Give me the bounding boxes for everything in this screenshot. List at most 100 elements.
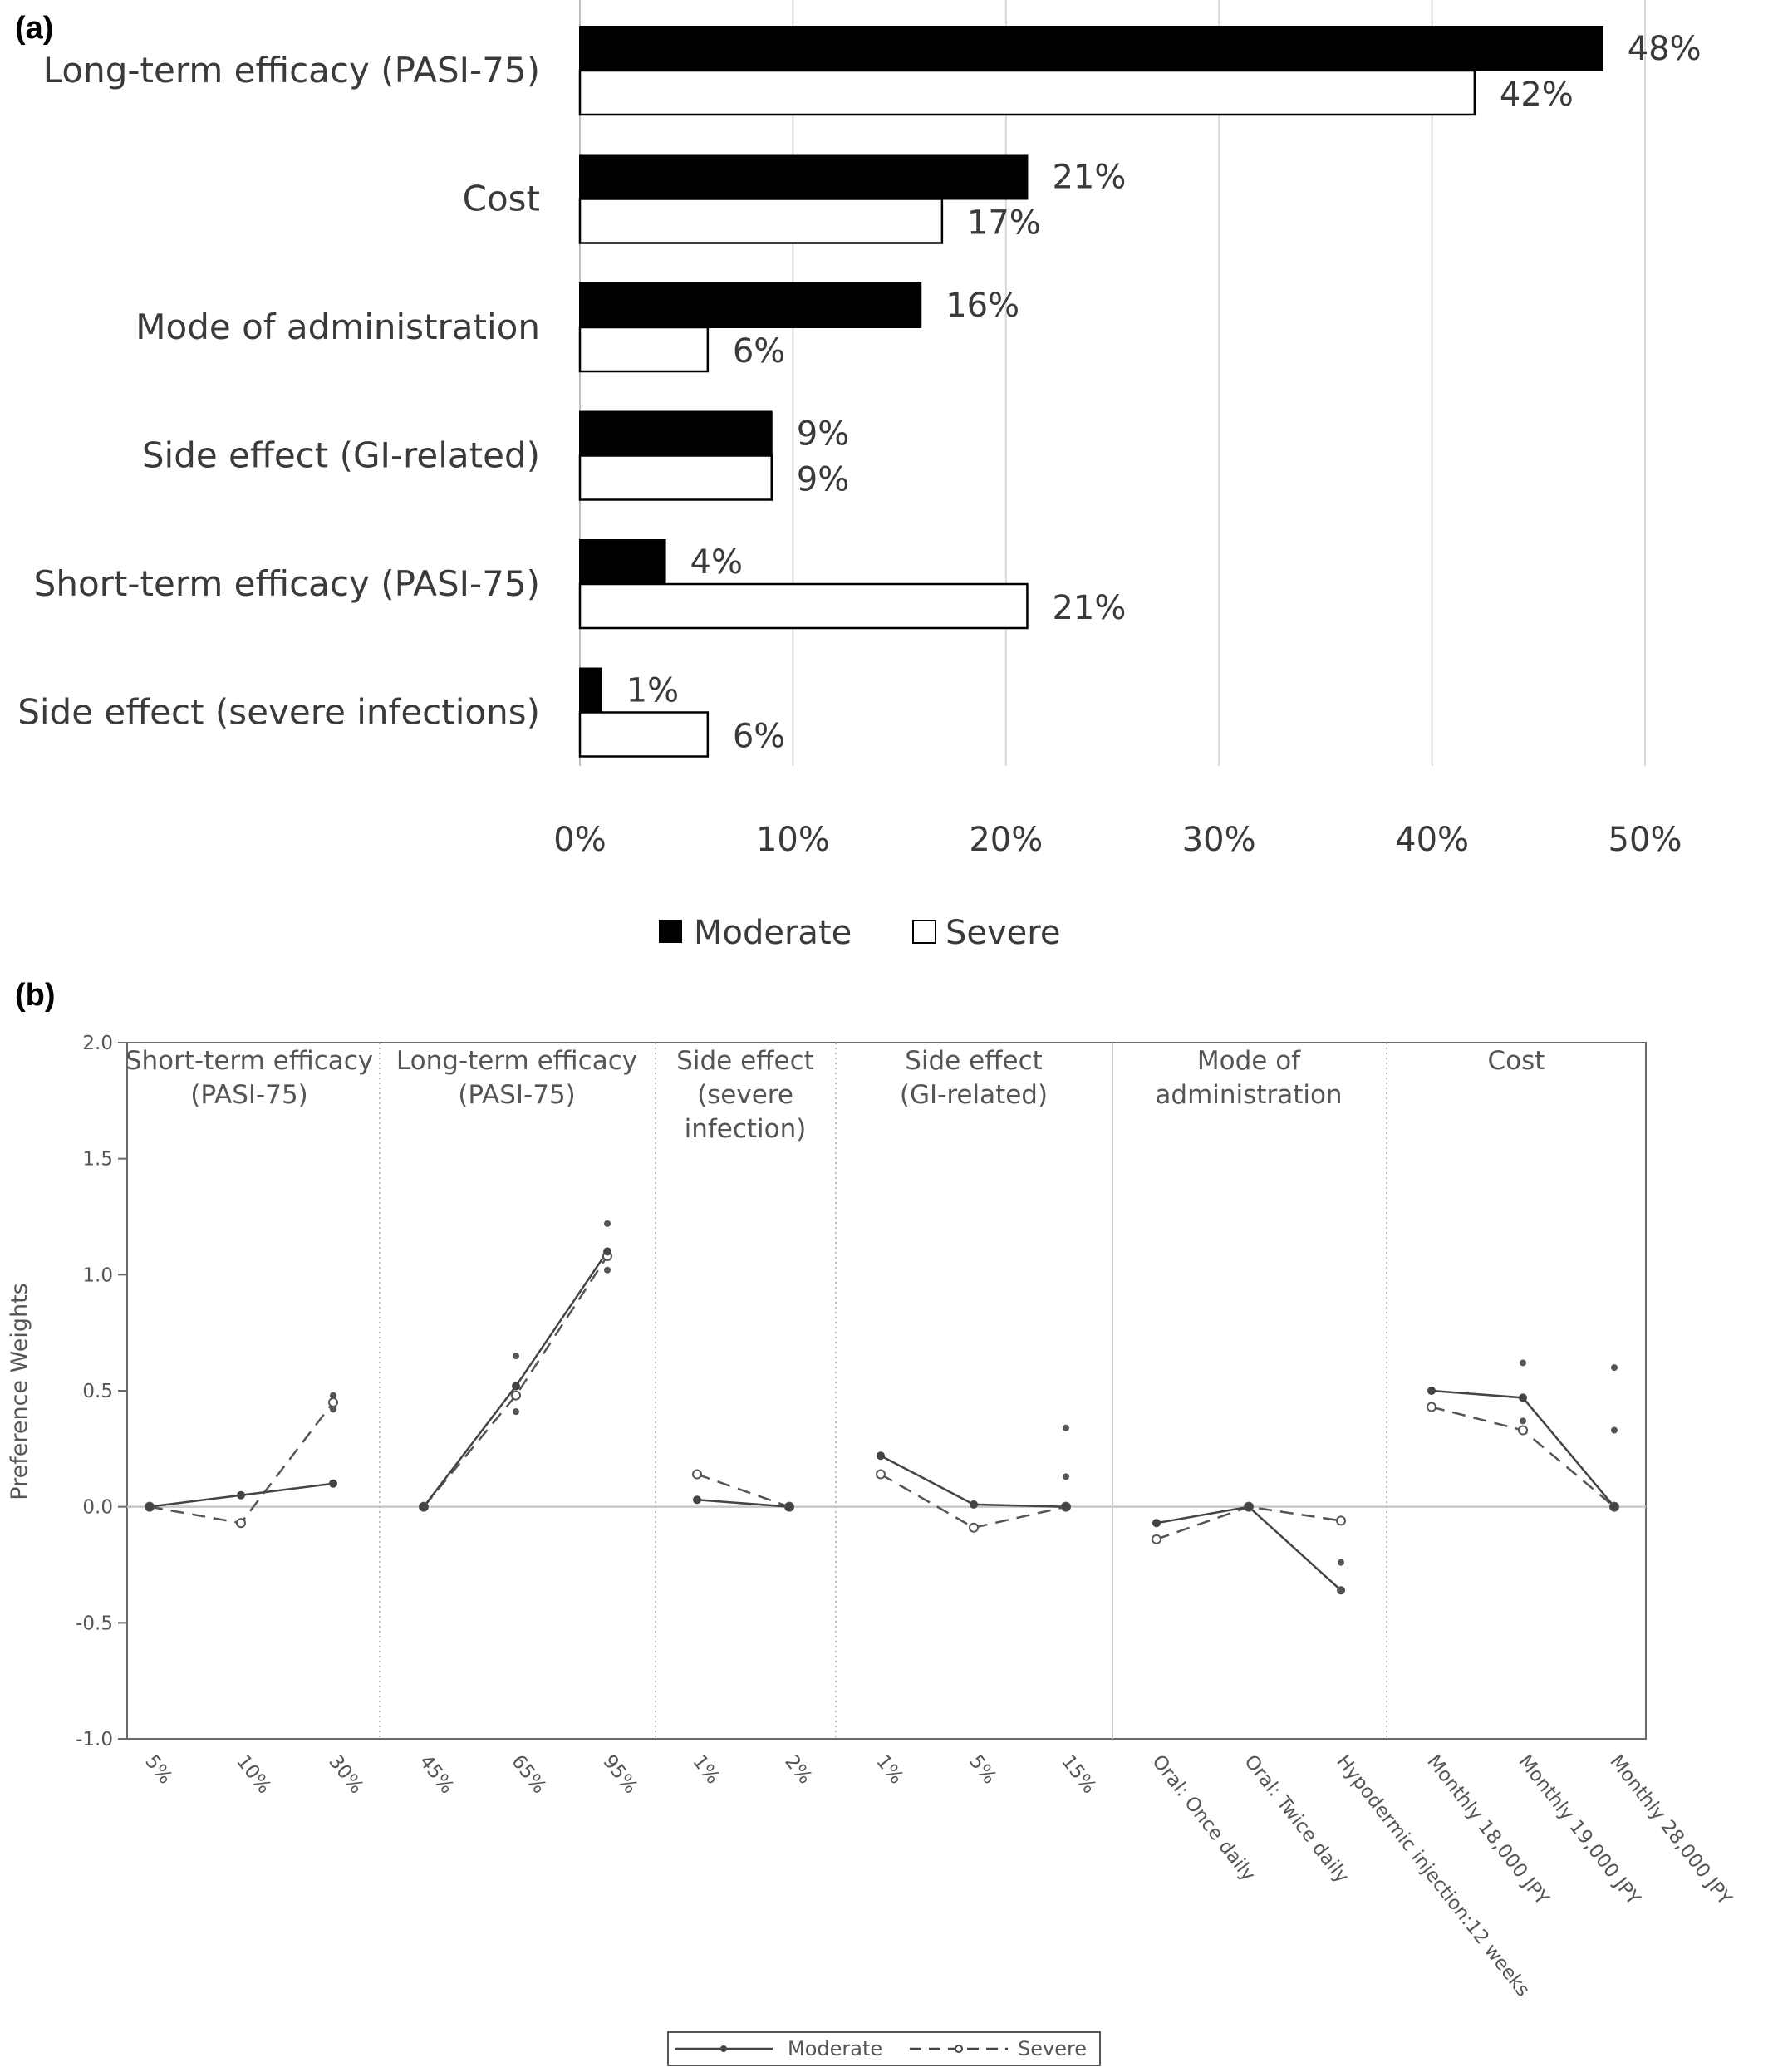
severe-series-line — [423, 1255, 609, 1508]
legend-moderate-marker — [720, 2045, 727, 2052]
legend-severe-label: Severe — [945, 914, 1060, 952]
panel-a-bar-chart: (a) 48% 42% 21% 17% 16% 6% 9% 9% 4% 21% 1% 6% Long-… — [15, 0, 1702, 952]
category-label: Side effect (severe infections) — [17, 692, 540, 733]
y-tick-label: -0.5 — [76, 1613, 113, 1634]
ci-marker — [1520, 1359, 1526, 1367]
ci-marker — [1520, 1417, 1526, 1425]
panel-b-x-tick-labels: 5% 10% 30% 45% 65% 95% 1% 2% 1% 5% 15% Oral: Once d… — [140, 1751, 1736, 2001]
panel-b-y-axis-label: Preference Weights — [7, 1283, 32, 1500]
x-tick-label: Hypodermic injection:12 weeks — [1332, 1751, 1534, 2001]
x-tick-label: 30% — [1182, 821, 1256, 859]
moderate-series-line — [880, 1455, 1067, 1508]
ci-marker — [1611, 1426, 1618, 1434]
x-tick-label: 30% — [324, 1751, 367, 1798]
severe-point — [692, 1469, 702, 1480]
data-label-moderate: 48% — [1628, 30, 1702, 68]
moderate-point — [512, 1382, 520, 1391]
severe-point — [1427, 1402, 1436, 1412]
data-label-moderate: 1% — [626, 672, 679, 710]
group-title: Side effect — [676, 1046, 814, 1076]
moderate-series-line — [423, 1250, 609, 1508]
category-label: Cost — [463, 179, 540, 219]
bar-moderate — [579, 667, 602, 714]
group-title: Cost — [1488, 1046, 1545, 1076]
moderate-point — [237, 1490, 245, 1500]
panel-b-group-dividers — [379, 1043, 1387, 1739]
ci-marker — [513, 1408, 519, 1416]
data-label-moderate: 9% — [797, 415, 849, 454]
ci-marker — [513, 1353, 519, 1360]
category-label: Long-term efficacy (PASI-75) — [43, 50, 540, 91]
moderate-point — [145, 1502, 154, 1511]
panel-a-gridlines — [579, 0, 1646, 766]
data-label-severe: 17% — [967, 204, 1041, 243]
severe-point — [511, 1390, 521, 1401]
panel-a-legend: Moderate Severe — [659, 914, 1060, 952]
bar-moderate — [579, 154, 1029, 200]
data-label-severe: 21% — [1052, 589, 1126, 627]
bar-moderate — [579, 539, 666, 585]
data-label-severe: 6% — [733, 332, 785, 371]
panel-b-legend: Moderate Severe — [667, 2031, 1101, 2066]
category-label: Mode of administration — [135, 307, 540, 347]
ci-marker — [604, 1220, 611, 1227]
moderate-point — [1427, 1387, 1436, 1395]
moderate-series-line — [1431, 1389, 1615, 1508]
group-title: infection) — [685, 1114, 807, 1144]
group-title: (PASI-75) — [190, 1080, 308, 1110]
moderate-point — [693, 1495, 701, 1505]
x-tick-label: 0% — [553, 821, 606, 859]
data-label-severe: 6% — [733, 718, 785, 756]
x-tick-label: 15% — [1057, 1751, 1100, 1798]
panel-a-x-ticks: 0% 10% 20% 30% 40% 50% — [553, 821, 1682, 859]
legend-severe-swatch — [912, 920, 936, 944]
group-title: (PASI-75) — [458, 1080, 576, 1110]
ci-marker — [1338, 1587, 1344, 1594]
bar-severe — [578, 69, 1476, 116]
panel-a-letter: (a) — [15, 11, 53, 46]
x-tick-label: 2% — [780, 1751, 816, 1789]
x-tick-label: 50% — [1608, 821, 1682, 859]
data-label-moderate: 4% — [690, 543, 743, 582]
x-tick-label: 20% — [969, 821, 1043, 859]
panel-b-letter: (b) — [15, 978, 56, 1013]
x-tick-label: 45% — [415, 1751, 458, 1798]
group-title: (severe — [697, 1080, 793, 1110]
severe-point — [1336, 1515, 1346, 1526]
y-tick-label: 0.0 — [82, 1497, 113, 1519]
bar-severe — [578, 326, 710, 373]
severe-series-line — [696, 1473, 790, 1508]
bar-moderate — [579, 282, 922, 328]
panel-b-group-titles: Short-term efficacy (PASI-75) Long-term ef… — [125, 1046, 1545, 1144]
severe-point — [1518, 1425, 1528, 1436]
moderate-point — [877, 1451, 885, 1461]
ci-marker — [1063, 1473, 1069, 1480]
y-tick-label: 1.5 — [82, 1149, 113, 1171]
panel-a-bars: 48% 42% 21% 17% 16% 6% 9% 9% 4% 21% 1% 6% — [578, 26, 1702, 758]
moderate-point — [420, 1502, 428, 1511]
group-title: (GI-related) — [900, 1080, 1048, 1110]
category-label: Short-term efficacy (PASI-75) — [34, 563, 540, 604]
severe-point — [969, 1522, 979, 1533]
y-tick-label: -1.0 — [76, 1729, 113, 1750]
moderate-series-line — [1156, 1505, 1342, 1592]
ci-marker — [330, 1392, 336, 1399]
y-tick-label: 0.5 — [82, 1381, 113, 1402]
panel-a-category-labels: Long-term efficacy (PASI-75) Cost Mode of … — [17, 50, 540, 733]
legend-moderate-text: Moderate — [788, 2037, 882, 2060]
ci-marker — [1338, 1559, 1344, 1566]
moderate-point — [329, 1479, 337, 1488]
panel-b-line-chart: (b) -1.0 -0.5 0.0 0.5 1.0 1.5 2.0 Preference W… — [7, 978, 1736, 2066]
moderate-point — [1245, 1502, 1253, 1511]
data-label-severe: 42% — [1500, 76, 1574, 114]
ci-marker — [330, 1406, 336, 1413]
severe-point — [876, 1469, 886, 1480]
data-label-moderate: 21% — [1052, 159, 1126, 197]
bar-moderate — [579, 26, 1603, 71]
x-tick-label: 5% — [965, 1751, 1000, 1789]
moderate-point — [1610, 1502, 1618, 1511]
legend-severe-text: Severe — [1018, 2037, 1087, 2060]
group-title: Side effect — [905, 1046, 1043, 1076]
severe-point — [1152, 1534, 1161, 1544]
